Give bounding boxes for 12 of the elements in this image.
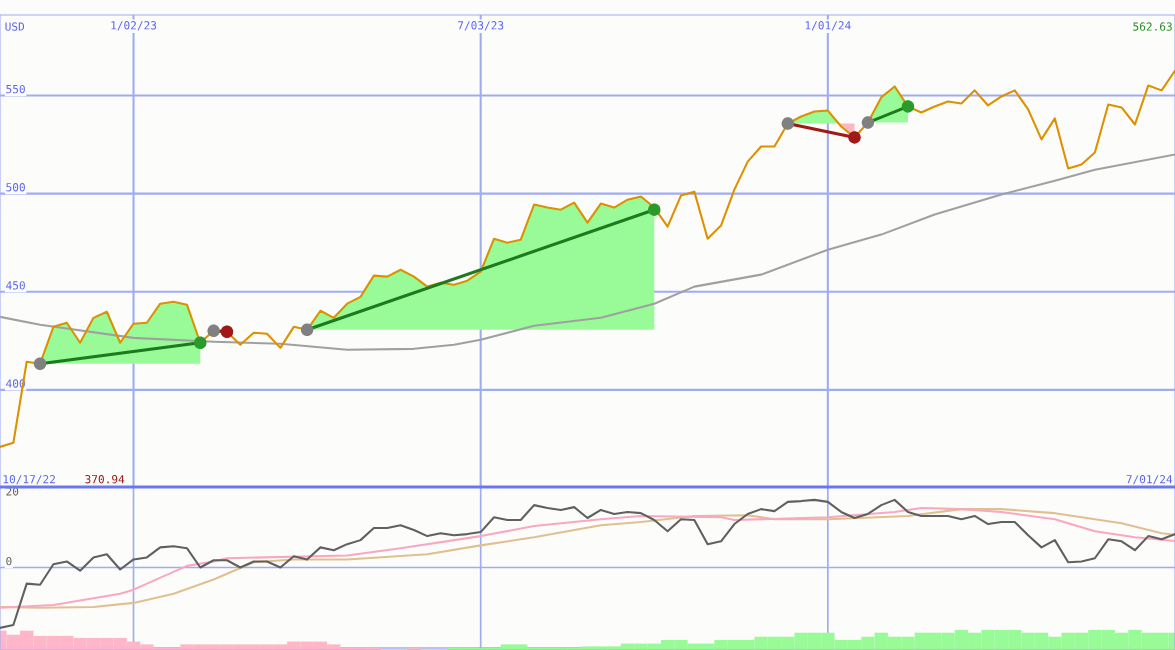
- y-tick-label: 450: [6, 281, 25, 290]
- annotation: 370.94: [85, 475, 125, 484]
- x-tick-label: 1/01/24: [805, 21, 851, 31]
- annotation: USD: [5, 22, 25, 31]
- y-tick-label: 550: [6, 84, 25, 94]
- x-tick-label: 7/03/23: [458, 21, 504, 31]
- annotation: 562.63: [1133, 22, 1172, 31]
- annotation: 7/01/24: [1126, 475, 1173, 485]
- x-tick-label: 1/02/23: [111, 21, 157, 31]
- annotation: 10/17/22: [3, 475, 55, 485]
- y-tick-label: 500: [6, 183, 25, 192]
- y-tick-label: 0: [6, 556, 12, 566]
